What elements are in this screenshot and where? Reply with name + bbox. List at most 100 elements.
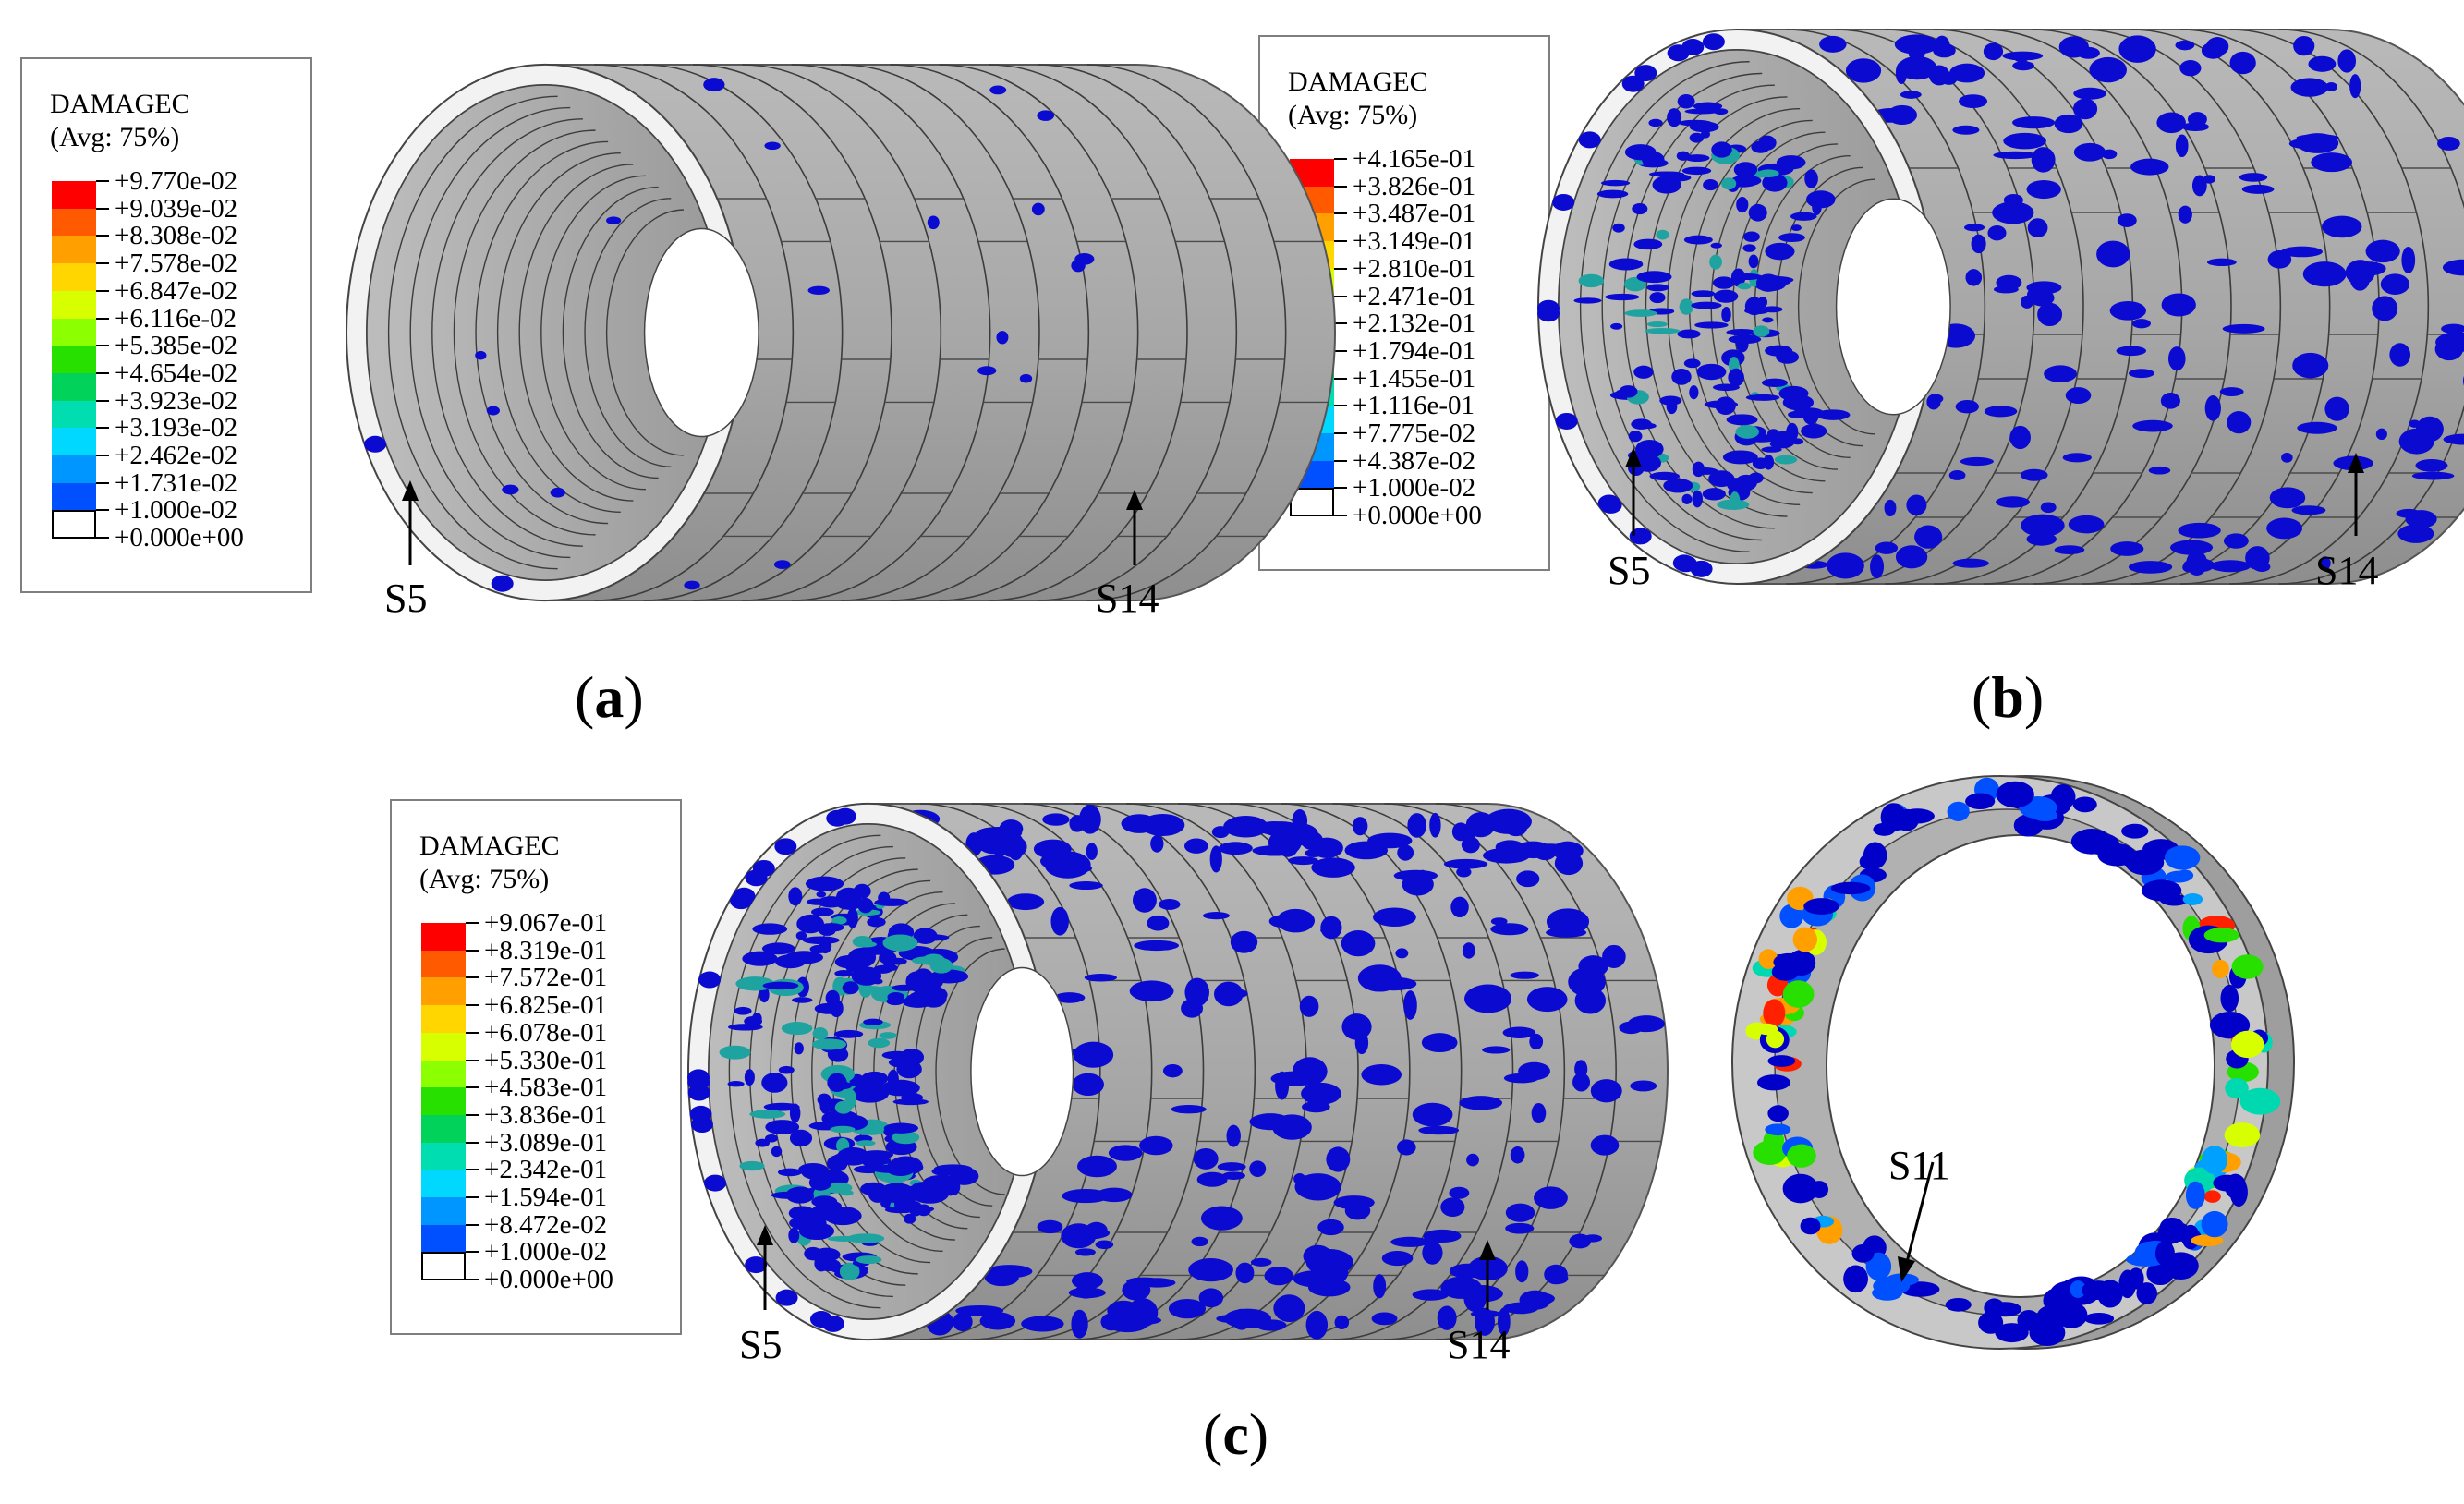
damage-patch: [2292, 352, 2329, 379]
damage-patch: [2037, 302, 2063, 327]
damage-patch: [2073, 87, 2106, 100]
damage-patch: [1505, 1203, 1535, 1222]
damage-patch: [1071, 1309, 1088, 1339]
damage-patch: [1759, 277, 1791, 286]
damage-patch: [789, 1103, 801, 1123]
legend-swatch: [52, 290, 96, 320]
legend-tick: [96, 289, 109, 292]
damage-patch: [1202, 912, 1231, 920]
legend-swatch: [421, 1142, 466, 1171]
damage-patch: [1464, 984, 1512, 1013]
legend-swatch: [421, 1114, 466, 1144]
legend-level-label: +3.193e-02: [115, 413, 238, 443]
damage-patch: [831, 1153, 848, 1167]
damage-patch: [883, 1122, 919, 1134]
damage-patch: [1845, 58, 1882, 83]
legend-swatch: [52, 236, 96, 265]
damage-patch: [867, 916, 886, 928]
damage-patch: [1578, 131, 1601, 149]
damage-patch: [2415, 459, 2448, 472]
legend-level-label: +4.387e-02: [1353, 445, 1476, 476]
damage-patch: [788, 887, 803, 906]
damage-patch: [976, 831, 1013, 855]
damage-patch: [977, 366, 997, 376]
damage-patch: [979, 1312, 1016, 1330]
damage-patch: [762, 981, 799, 990]
arrow-head: [2348, 453, 2364, 473]
legend-level-label: +9.039e-02: [115, 193, 238, 224]
damage-patch: [1700, 130, 1711, 139]
damage-patch: [1443, 858, 1488, 869]
legend-tick: [466, 1086, 479, 1089]
damage-patch: [1075, 1283, 1097, 1299]
damage-patch: [1021, 1316, 1064, 1332]
damage-patch: [795, 931, 807, 940]
legend-tick: [466, 1113, 479, 1116]
ring-joint: [1281, 803, 1463, 1340]
legend-a: DAMAGEC (Avg: 75%) +9.770e-02 +9.039e-02 +…: [20, 57, 312, 593]
damage-patch: [811, 1195, 838, 1208]
legend-tick: [96, 235, 109, 237]
damage-patch: [886, 997, 904, 1006]
ring-joint: [1086, 64, 1287, 601]
damage-patch: [2110, 541, 2144, 556]
damage-patch: [1634, 65, 1657, 82]
panel-label-c: (c): [1203, 1401, 1269, 1467]
damage-patch: [1906, 494, 1927, 515]
legend-swatch-zero: [52, 510, 96, 540]
damage-patch: [1656, 229, 1669, 240]
damage-patch: [1751, 140, 1770, 153]
damage-patch: [1678, 119, 1713, 127]
damage-patch: [1782, 980, 1815, 1008]
legend-tick: [466, 922, 479, 924]
legend-swatch-zero: [1290, 488, 1334, 517]
damage-patch: [1884, 499, 1897, 516]
damage-patch: [1633, 238, 1663, 250]
damage-patch: [2441, 323, 2464, 334]
damage-patch: [1708, 470, 1735, 488]
damage-patch: [1691, 290, 1716, 297]
damage-patch: [1713, 108, 1729, 115]
damage-patch: [811, 1038, 847, 1050]
damage-patch: [1191, 1236, 1208, 1247]
damage-patch: [1703, 179, 1718, 191]
damage-patch: [1995, 1323, 2029, 1343]
ring-joint: [1884, 29, 2084, 585]
inner-ring-joint: [540, 175, 647, 491]
damage-patch: [1605, 293, 1640, 301]
legend-level-label: +3.089e-01: [484, 1127, 608, 1158]
damage-patch: [727, 1081, 745, 1087]
damage-patch: [857, 1079, 886, 1098]
damage-patch: [1690, 560, 1713, 577]
damage-patch: [816, 891, 827, 898]
damage-patch: [2082, 1280, 2115, 1301]
inner-ring-joint: [1797, 178, 1875, 435]
arrow-head: [1479, 1240, 1496, 1260]
damage-patch: [2073, 142, 2106, 162]
damage-patch: [2058, 36, 2089, 58]
callout-s14-a: S14: [1096, 576, 1159, 621]
damage-patch: [1490, 917, 1508, 926]
damage-patch: [868, 1037, 891, 1049]
damage-patch: [1074, 1248, 1096, 1256]
damage-patch: [1681, 166, 1712, 176]
damage-patch: [1895, 545, 1928, 569]
damage-patch: [1694, 321, 1729, 329]
damage-patch: [2175, 134, 2189, 158]
legend-swatch: [52, 346, 96, 374]
damage-patch: [1945, 1297, 1972, 1312]
damage-patch: [833, 1029, 864, 1038]
damage-patch: [2191, 175, 2207, 197]
damage-patch: [2349, 267, 2370, 291]
damage-patch: [2389, 343, 2411, 367]
damage-patch: [1872, 1285, 1903, 1301]
legend-tick: [96, 399, 109, 402]
legend-level-label: +1.731e-02: [115, 467, 238, 498]
damage-patch: [1084, 974, 1117, 982]
damage-patch: [2040, 502, 2057, 514]
damage-patch: [830, 1125, 856, 1134]
damage-patch: [2089, 56, 2127, 83]
damage-patch: [1183, 838, 1208, 854]
damage-patch: [1636, 271, 1672, 284]
